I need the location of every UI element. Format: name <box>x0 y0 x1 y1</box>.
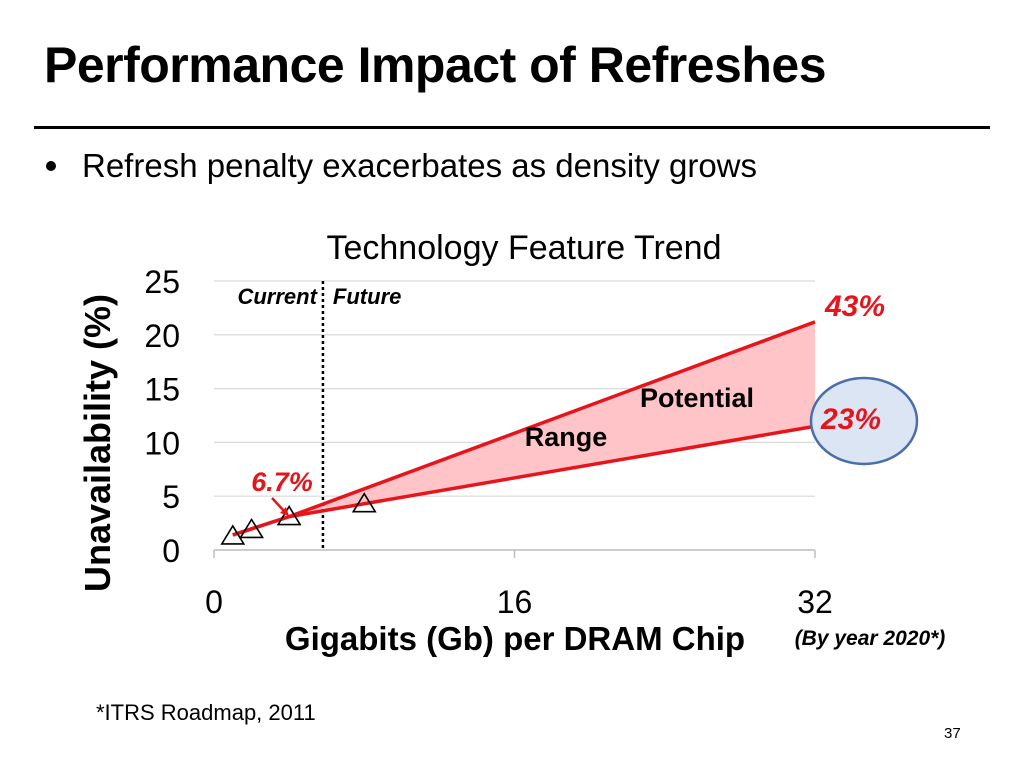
y-tick-label: 10 <box>144 425 180 461</box>
future-label: Future <box>333 284 401 309</box>
chart-title: Technology Feature Trend <box>326 229 721 267</box>
series <box>232 320 816 537</box>
y-tick-label: 5 <box>162 479 180 515</box>
y-tick-label: 20 <box>144 318 180 354</box>
range-label: Range <box>525 422 608 452</box>
bullet-point: Refresh penalty exacerbates as density g… <box>44 146 757 186</box>
lower-value-label: 23% <box>820 403 881 436</box>
y-axis-label: Unavailability (%) <box>77 294 118 592</box>
current-label: Current <box>237 284 318 309</box>
triangle-marker <box>276 505 302 526</box>
title-divider <box>34 126 990 129</box>
arrowhead-icon <box>280 507 289 516</box>
triangle-marker <box>239 517 264 539</box>
current-value-arrow <box>271 497 286 513</box>
y-tick-label: 0 <box>162 533 180 569</box>
series-line-lower <box>232 424 816 537</box>
triangle-marker <box>220 524 246 545</box>
triangle-marker <box>351 492 377 513</box>
y-tick-label: 25 <box>144 264 180 300</box>
current-value-label: 6.7% <box>251 467 313 497</box>
footnote: *ITRS Roadmap, 2011 <box>96 700 316 725</box>
x-tick-label: 32 <box>797 584 833 620</box>
x-axis-note: (By year 2020*) <box>795 627 946 650</box>
x-tick-label: 16 <box>497 584 533 620</box>
x-tick-label: 0 <box>205 584 223 620</box>
potential-range-area <box>232 321 815 535</box>
y-tick-label: 15 <box>144 372 180 408</box>
axes: 0 16 32 <box>205 549 833 620</box>
bullet-icon <box>46 160 56 171</box>
page-number: 37 <box>944 725 961 742</box>
x-axis-label: Gigabits (Gb) per DRAM Chip <box>285 620 745 657</box>
bullet-text: Refresh penalty exacerbates as density g… <box>82 147 758 184</box>
upper-value-label: 43% <box>824 290 885 323</box>
potential-label: Potential <box>640 383 754 413</box>
measured-points <box>220 492 377 545</box>
highlight-circle <box>809 376 919 466</box>
slide-title: Performance Impact of Refreshes <box>44 37 827 93</box>
